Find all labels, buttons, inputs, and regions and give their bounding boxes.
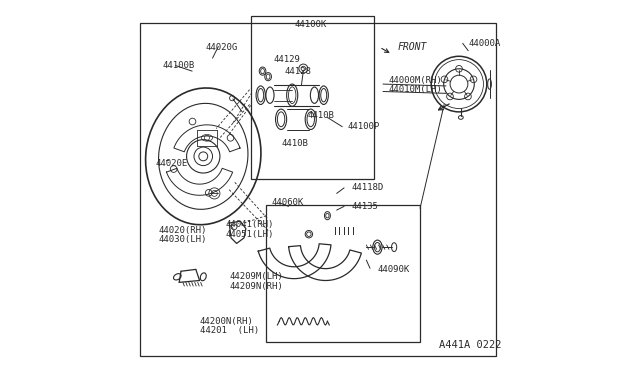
Text: 44135: 44135 — [351, 202, 378, 211]
Text: 44209M(LH): 44209M(LH) — [229, 272, 283, 281]
Text: 44030(LH): 44030(LH) — [159, 235, 207, 244]
Text: 44118D: 44118D — [351, 183, 384, 192]
Text: 4410B: 4410B — [307, 111, 334, 120]
Text: 44209N(RH): 44209N(RH) — [229, 282, 283, 291]
Text: 44100K: 44100K — [294, 20, 326, 29]
Text: 4410B: 4410B — [281, 139, 308, 148]
Text: FRONT: FRONT — [398, 42, 428, 52]
Text: 44051(LH): 44051(LH) — [225, 230, 274, 239]
Bar — [266, 205, 420, 341]
Text: 44200N(RH): 44200N(RH) — [200, 317, 253, 326]
Text: 44020G: 44020G — [205, 42, 237, 51]
Text: 44020E: 44020E — [155, 159, 188, 168]
Text: 44128: 44128 — [285, 67, 312, 76]
Text: 44000A: 44000A — [468, 39, 500, 48]
Text: 44129: 44129 — [274, 55, 301, 64]
Text: 44100P: 44100P — [348, 122, 380, 131]
Text: 44060K: 44060K — [272, 198, 304, 207]
Text: 44100B: 44100B — [163, 61, 195, 70]
Text: 44020(RH): 44020(RH) — [159, 226, 207, 235]
Text: 44010M(LH): 44010M(LH) — [388, 85, 442, 94]
Text: 44000M(RH): 44000M(RH) — [388, 76, 442, 85]
Text: 44041(RH): 44041(RH) — [225, 221, 274, 230]
Text: 44090K: 44090K — [378, 265, 410, 274]
Text: 44201  (LH): 44201 (LH) — [200, 326, 259, 335]
Bar — [140, 23, 496, 356]
Bar — [252, 16, 374, 179]
Text: A441A 0222: A441A 0222 — [438, 340, 501, 350]
